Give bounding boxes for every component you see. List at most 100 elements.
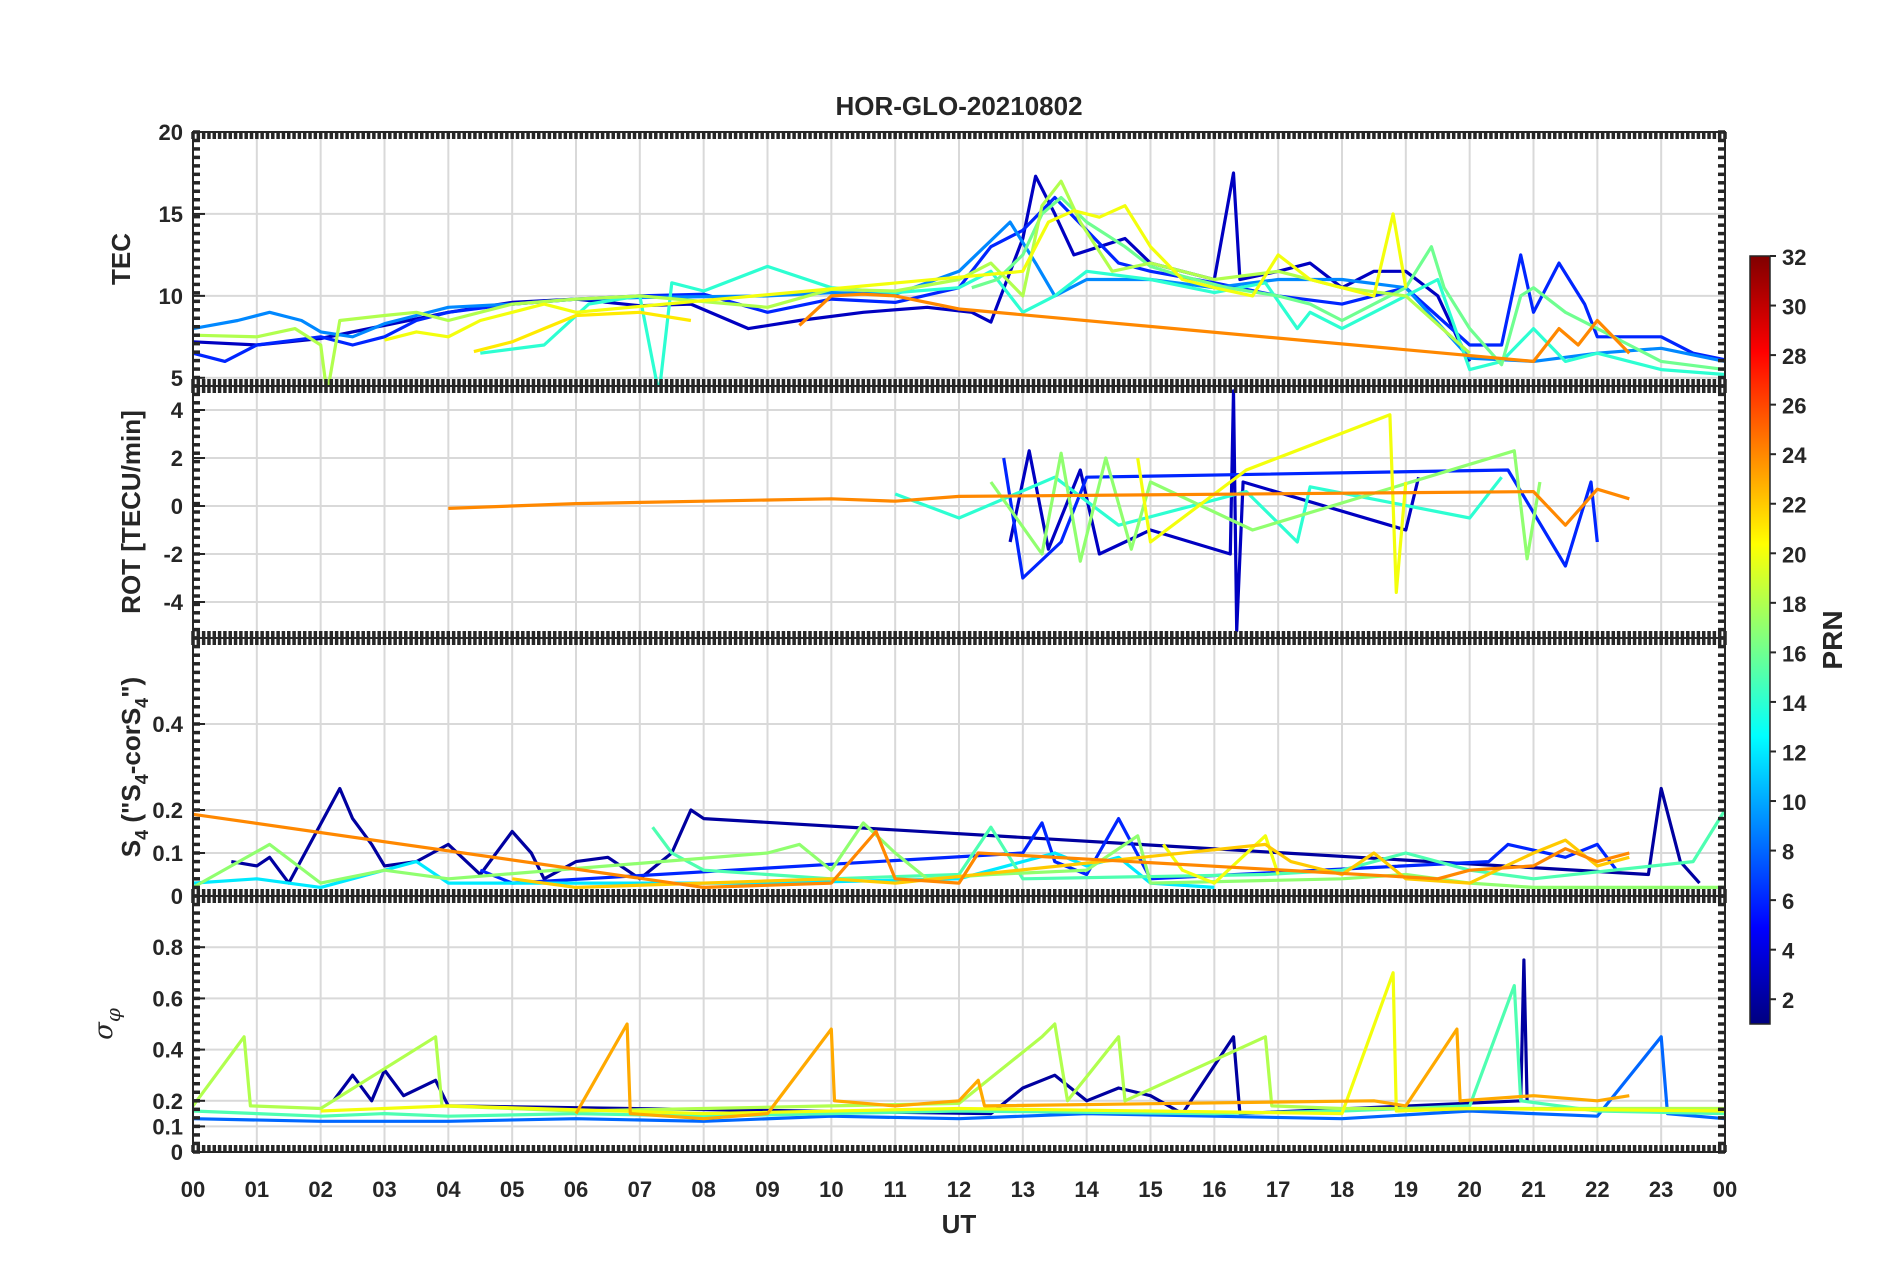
y-tick-label: 0 [171,494,183,519]
colorbar-tick-label: 14 [1782,691,1807,716]
y-tick-label: 4 [171,398,184,423]
x-tick-label: 13 [1011,1177,1035,1202]
series-line-prn-6 [1002,457,1599,580]
panel-tec: 5 10 15 20 TEC [106,120,1727,391]
x-tick-label: 05 [500,1177,524,1202]
series-line-prn-15 [193,984,1725,1118]
x-tick-label: 02 [308,1177,332,1202]
y-tick-label: 0 [171,884,183,909]
series-group [193,786,1725,889]
series-line-prn-14 [480,264,1725,386]
series-line-prn-23 [574,1022,1630,1121]
chart-title: HOR-GLO-20210802 [835,91,1082,121]
series-group [193,171,1725,386]
y-tick-label: 0.4 [152,1038,183,1063]
y-tick-label: -2 [163,542,183,567]
series-line-prn-14 [894,475,1503,544]
y-tick-label: 15 [159,202,183,227]
colorbar-tick-label: 2 [1782,988,1794,1013]
series-line-prn-21 [473,310,692,354]
colorbar-tick-label: 20 [1782,542,1806,567]
y-axis-label-tec: TEC [106,233,136,285]
y-tick-label: 20 [159,120,183,145]
x-tick-label: 03 [372,1177,396,1202]
series-line-prn-20 [384,204,1408,342]
y-tick-label: 0.2 [152,798,183,823]
x-tick-label: 16 [1202,1177,1226,1202]
y-tick-label: 0.8 [152,935,183,960]
x-tick-label: 19 [1394,1177,1418,1202]
y-axis-label-s4: S4 ("S4-corS4") [116,677,152,857]
x-tick-label: 20 [1457,1177,1481,1202]
colorbar-tick-label: 8 [1782,840,1794,865]
y-tick-label: 5 [171,366,183,391]
x-tick-label: 07 [628,1177,652,1202]
panel-sigma: 00.10.2 0.4 0.6 0.8 σφ [89,894,1727,1165]
series-line-prn-6 [193,195,1725,363]
colorbar-tick-label: 22 [1782,493,1806,518]
x-tick-label: 08 [691,1177,715,1202]
x-tick-label: 21 [1521,1177,1545,1202]
x-tick-label: 23 [1649,1177,1673,1202]
x-tick-label: 10 [819,1177,843,1202]
x-tick-label: 06 [564,1177,588,1202]
y-tick-label: 10 [159,284,183,309]
colorbar-tick-label: 12 [1782,740,1806,765]
series-line-prn-17 [989,449,1542,563]
colorbar-tick-label: 28 [1782,344,1806,369]
x-tick-label: 11 [884,1177,907,1202]
x-tick-label: 17 [1266,1177,1290,1202]
series-group [448,389,1630,633]
colorbar-tick-label: 30 [1782,295,1806,320]
series-line-prn-24 [448,487,1630,527]
series-line-prn-24 [193,812,1630,889]
series-group [193,958,1725,1123]
y-tick-label: 0.2 [152,1089,183,1114]
y-axis-label-sigma: σφ [89,1008,125,1040]
colorbar-gradient [1749,255,1771,1025]
series-line-prn-6 [479,817,1618,885]
series-line-prn-18 [193,179,1471,386]
x-tick-label: 18 [1330,1177,1354,1202]
y-tick-label: 0.4 [152,712,183,737]
colorbar-tick-label: 26 [1782,394,1806,419]
colorbar-tick-label: 16 [1782,641,1806,666]
x-tick-label: 09 [755,1177,779,1202]
x-tick-label: 14 [1074,1177,1099,1202]
x-tick-label: 00 [181,1177,205,1202]
colorbar-tick-label: 24 [1782,443,1807,468]
y-tick-label: 0 [171,1140,183,1165]
colorbar-label: PRN [1817,610,1848,669]
y-tick-label: 2 [171,446,183,471]
y-tick-label: 0.1 [152,1114,183,1139]
series-line-prn-16 [971,195,1725,372]
series-line-prn-20 [1136,413,1408,594]
x-axis-ticks: 00 01 02 03 04 05 06 07 08 09 10 11 12 13 14 15 16 17 18 19… [181,1177,1737,1202]
x-tick-label: 00 [1713,1177,1737,1202]
panel-rot: -4 -2 0 2 4 ROT [TECU/min] [116,384,1727,640]
series-line-prn-24 [798,292,1631,363]
y-axis-label-rot: ROT [TECU/min] [116,410,146,614]
panel-s4: 0 0.1 0.2 0.4S4 ("S4-corS4") [116,636,1727,909]
colorbar-tick-label: 6 [1782,889,1794,914]
colorbar-tick-label: 32 [1782,245,1806,270]
x-tick-label: 12 [947,1177,971,1202]
y-tick-label: -4 [163,590,183,615]
x-axis-label: UT [942,1209,977,1239]
x-tick-label: 04 [436,1177,461,1202]
series-line-prn-20 [320,971,1725,1116]
colorbar-tick-label: 4 [1782,939,1795,964]
x-tick-label: 22 [1585,1177,1609,1202]
y-tick-label: 0.6 [152,986,183,1011]
x-tick-label: 01 [245,1177,269,1202]
series-line-prn-18 [193,1022,1725,1113]
colorbar-tick-label: 10 [1782,790,1806,815]
series-line-prn-15 [651,809,1725,881]
x-tick-label: 15 [1138,1177,1162,1202]
y-tick-label: 0.1 [152,841,183,866]
colorbar-tick-label: 18 [1782,592,1806,617]
